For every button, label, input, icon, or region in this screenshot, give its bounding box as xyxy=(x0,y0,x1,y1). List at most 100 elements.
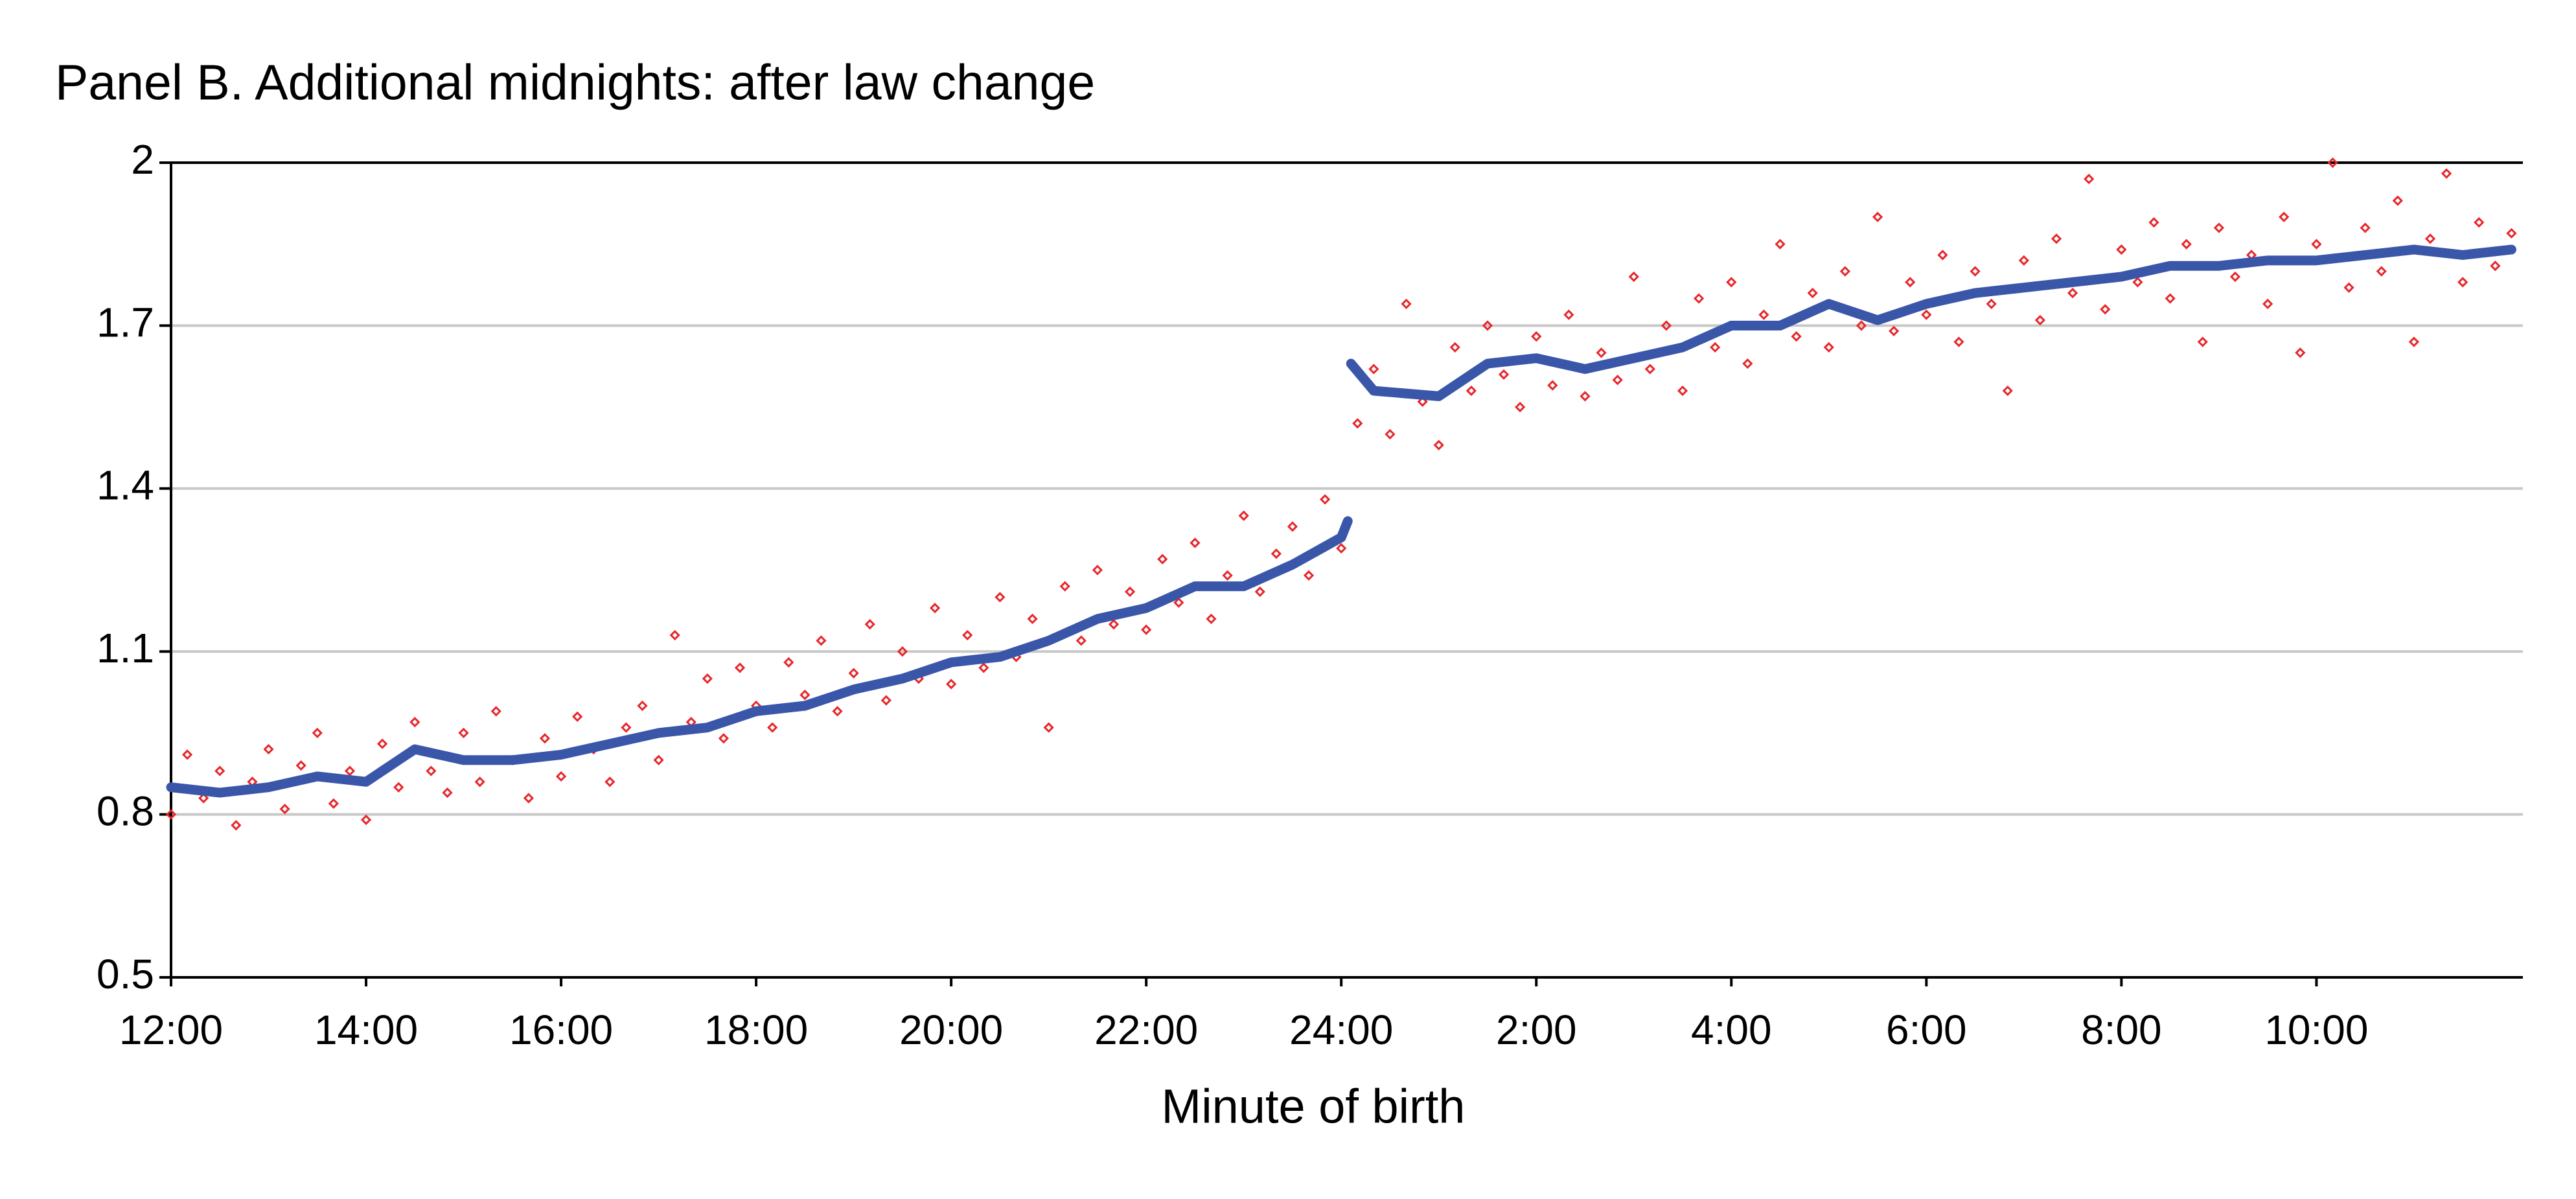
scatter-point xyxy=(2474,217,2485,228)
scatter-point xyxy=(1433,439,1444,450)
x-tick-label: 16:00 xyxy=(509,1007,613,1053)
x-tick-label: 22:00 xyxy=(1094,1007,1198,1053)
scatter-point xyxy=(1385,428,1396,440)
scatter-point xyxy=(1173,597,1184,608)
scatter-point xyxy=(2424,233,2436,244)
y-tick-label: 0.5 xyxy=(97,951,154,997)
smoothed-line xyxy=(166,244,2516,798)
scatter-point xyxy=(864,619,875,630)
x-tick-label: 2:00 xyxy=(1496,1007,1577,1053)
x-tick-label: 12:00 xyxy=(119,1007,223,1053)
scatter-point xyxy=(621,722,632,733)
scatter-point xyxy=(1482,320,1493,331)
scatter-point xyxy=(458,727,469,739)
scatter-point xyxy=(669,629,680,641)
scatter-point xyxy=(2506,227,2517,239)
scatter-point xyxy=(2360,222,2371,233)
scatter-point xyxy=(1628,271,1639,283)
scatter-point xyxy=(181,749,193,760)
scatter-point xyxy=(1368,364,1379,375)
scatter-point xyxy=(555,771,567,782)
scatter-point xyxy=(1986,298,1997,310)
scatter-point xyxy=(1726,277,1737,288)
scatter-point xyxy=(1303,570,1315,581)
scatter-point xyxy=(1856,320,1867,331)
scatter-point xyxy=(2132,277,2143,288)
scatter-point xyxy=(848,668,859,679)
scatter-point xyxy=(2034,314,2046,326)
scatter-point xyxy=(2165,293,2176,304)
scatter-point xyxy=(1596,347,1607,358)
x-tick-label: 8:00 xyxy=(2081,1007,2162,1053)
scatter-point xyxy=(1092,565,1103,576)
scatter-point xyxy=(1970,266,1981,277)
scatter-point xyxy=(1580,391,1591,402)
scatter-point xyxy=(328,798,339,809)
scatter-point xyxy=(1336,542,1347,554)
scatter-point xyxy=(279,804,290,815)
scatter-point xyxy=(2408,336,2420,347)
chart-title: Panel B. Additional midnights: after law… xyxy=(55,54,1095,110)
scatter-point xyxy=(295,760,306,771)
scatter-point xyxy=(2051,233,2062,244)
scatter-point xyxy=(1612,375,1623,386)
scatter-point xyxy=(1515,401,1526,413)
scatter-point xyxy=(2018,255,2029,266)
scatter-point xyxy=(1141,624,1152,635)
scatter-point xyxy=(1466,385,1477,397)
y-tick-label: 2 xyxy=(131,136,154,183)
scatter-point xyxy=(1953,336,1964,347)
scatter-point xyxy=(2490,261,2501,272)
scatter-point xyxy=(1644,364,1655,375)
scatter-point xyxy=(2262,298,2273,310)
scatter-point xyxy=(1921,309,1932,320)
scatter-point xyxy=(1547,380,1558,391)
scatter-point xyxy=(816,635,827,646)
scatter-point xyxy=(1206,613,1217,625)
scatter-point xyxy=(198,793,209,804)
scatter-point xyxy=(734,662,746,673)
scatter-point xyxy=(978,662,989,673)
scatter-point xyxy=(2279,211,2290,222)
scatter-point xyxy=(360,814,372,826)
scatter-point xyxy=(2376,266,2387,277)
scatter-point xyxy=(880,695,891,706)
scatter-point xyxy=(1498,369,1510,380)
scatter-point xyxy=(653,754,664,765)
scatter-point xyxy=(1043,722,1054,733)
x-tick-label: 10:00 xyxy=(2264,1007,2368,1053)
scatter-point xyxy=(1352,418,1363,429)
scatter-point xyxy=(214,765,225,776)
scatter-point xyxy=(2229,271,2241,283)
scatter-point xyxy=(1661,320,1672,331)
scatter-point xyxy=(1222,570,1233,581)
scatter-point xyxy=(1190,537,1201,548)
x-tick-label: 4:00 xyxy=(1691,1007,1772,1053)
scatter-point xyxy=(1157,553,1168,565)
scatter-point xyxy=(1059,581,1070,592)
scatter-point xyxy=(490,706,501,717)
scatter-point xyxy=(2197,336,2208,347)
scatter-point xyxy=(929,603,941,614)
scatter-point xyxy=(1693,293,1705,304)
scatter-point xyxy=(409,717,420,728)
scatter-point xyxy=(962,629,973,641)
x-tick-label: 14:00 xyxy=(314,1007,418,1053)
scatter-point xyxy=(231,820,242,831)
scatter-point xyxy=(1905,277,1916,288)
scatter-point xyxy=(1710,342,1721,353)
scatter-point xyxy=(718,733,730,744)
scatter-point xyxy=(1124,586,1136,598)
y-tick-label: 0.8 xyxy=(97,788,154,835)
scatter-point xyxy=(637,700,648,712)
scatter-point xyxy=(2100,304,2111,315)
scatter-point xyxy=(2295,347,2306,358)
x-tick-label: 20:00 xyxy=(899,1007,1003,1053)
scatter-point xyxy=(1937,250,1948,261)
scatter-point xyxy=(2213,222,2225,233)
scatter-point xyxy=(474,776,485,787)
x-axis-label: Minute of birth xyxy=(1162,1080,1466,1134)
scatter-point xyxy=(1839,266,1851,277)
scatter-point xyxy=(1271,548,1282,559)
scatter-point xyxy=(995,592,1006,603)
